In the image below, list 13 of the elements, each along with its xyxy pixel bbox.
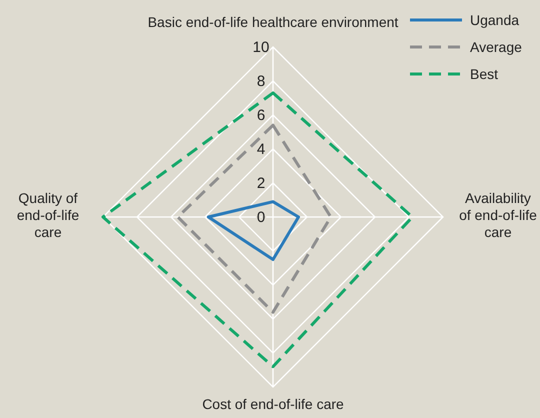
legend-label: Average (470, 39, 522, 55)
y-tick-label: 8 (256, 73, 266, 90)
spoke-label: Basic end-of-life healthcare environment (148, 14, 398, 30)
y-tick-label: 6 (256, 107, 266, 124)
legend-label: Best (470, 66, 498, 82)
y-tick-label: 10 (252, 39, 270, 56)
spoke-label: Cost of end-of-life care (202, 396, 344, 412)
y-tick-label: 4 (256, 141, 266, 158)
y-tick-label: 0 (256, 209, 266, 226)
y-tick-label: 2 (256, 175, 266, 192)
spoke-label: Quality of end-of-life care (16, 190, 80, 240)
spoke-label: Availability of end-of-life care (459, 190, 538, 240)
legend-label: Uganda (470, 12, 520, 28)
